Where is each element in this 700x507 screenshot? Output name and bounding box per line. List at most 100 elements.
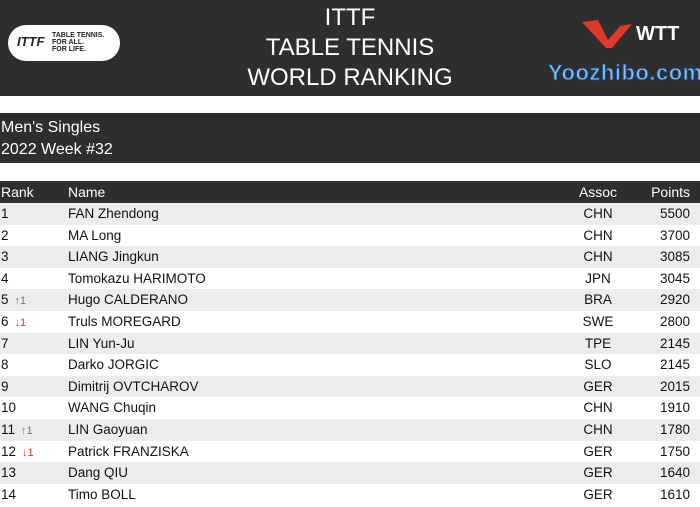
rank-change: ↑1 — [14, 295, 27, 308]
rank-cell: 10 — [1, 397, 22, 421]
wtt-wing-icon — [582, 20, 632, 48]
rank-value: 1 — [1, 206, 9, 221]
rank-value: 3 — [1, 249, 9, 265]
rank-value: 13 — [1, 465, 17, 481]
points-cell: 3045 — [659, 270, 690, 286]
rank-value: 8 — [1, 357, 9, 373]
assoc-cell: CHN — [583, 422, 613, 437]
category-label: Men's Singles — [1, 119, 101, 136]
table-row: 11 ↑1 LIN Gaoyuan CHN 1780 — [0, 419, 700, 441]
player-name: Truls MOREGARD — [68, 314, 181, 329]
wtt-logo-text: WTT — [636, 22, 680, 45]
wtt-logo: WTT — [582, 20, 679, 48]
table-header: Rank Name Assoc Points — [0, 181, 700, 203]
player-name: LIN Gaoyuan — [68, 422, 148, 437]
rank-cell: 13 — [1, 462, 22, 486]
rank-value: 5 — [1, 292, 9, 308]
rank-value: 4 — [1, 270, 9, 286]
table-row: 2 MA Long CHN 3700 — [0, 225, 700, 247]
ranking-subtitle: Men's Singles 2022 Week #32 — [0, 113, 700, 163]
rank-cell: 8 — [1, 354, 15, 378]
points-cell: 1780 — [659, 422, 690, 437]
points-cell: 1750 — [659, 443, 690, 459]
rank-cell: 6 ↓1 — [1, 311, 26, 335]
assoc-cell: GER — [583, 378, 613, 394]
column-name: Name — [68, 184, 106, 200]
points-cell: 1610 — [659, 486, 690, 502]
title-line: TABLE TENNIS — [265, 34, 435, 61]
week-label: 2022 Week #32 — [1, 141, 113, 158]
watermark: Yoozhibo.com — [548, 60, 700, 86]
ittf-logo-text: FOR LIFE. — [52, 46, 86, 53]
assoc-cell: CHN — [583, 249, 613, 265]
table-row: 8 Darko JORGIC SLO 2145 — [0, 354, 700, 376]
table-row: 14 Timo BOLL GER 1610 — [0, 484, 700, 506]
column-rank: Rank — [1, 184, 34, 200]
assoc-cell: CHN — [583, 227, 613, 243]
points-cell: 2920 — [659, 292, 690, 308]
assoc-cell: GER — [583, 486, 613, 502]
points-cell: 2015 — [659, 378, 690, 394]
column-assoc: Assoc — [578, 184, 618, 200]
rank-change: ↓1 — [14, 317, 27, 329]
player-name: Hugo CALDERANO — [68, 292, 189, 308]
ittf-logo-text: TABLE TENNIS. — [52, 32, 105, 39]
rank-value: 7 — [1, 335, 9, 351]
rank-cell: 2 — [1, 225, 15, 249]
rank-value: 12 — [1, 443, 17, 459]
player-name: FAN Zhendong — [68, 206, 159, 221]
table-row: 10 WANG Chuqin CHN 1910 — [0, 397, 700, 419]
rank-cell: 12 ↓1 — [1, 441, 34, 465]
rank-cell: 1 — [1, 203, 15, 227]
points-cell: 1910 — [659, 400, 690, 416]
table-row: 1 FAN Zhendong CHN 5500 — [0, 203, 700, 225]
assoc-cell: SLO — [584, 357, 612, 373]
assoc-cell: CHN — [583, 400, 613, 416]
rank-value: 9 — [1, 378, 9, 394]
rank-cell: 5 ↑1 — [1, 289, 26, 313]
assoc-cell: CHN — [583, 206, 613, 221]
table-row: 9 Dimitrij OVTCHAROV GER 2015 — [0, 375, 700, 400]
rank-cell: 9 — [1, 376, 15, 400]
table-row: 5 ↑1 Hugo CALDERANO BRA 2920 — [0, 289, 700, 311]
table-row: 3 LIANG Jingkun CHN 3085 — [0, 246, 700, 268]
table-row: 13 Dang QIU GER 1640 — [0, 462, 700, 484]
player-name: LIN Yun-Ju — [68, 335, 135, 351]
rank-value: 11 — [1, 422, 16, 437]
ittf-logo: ITTF TABLE TENNIS. FOR ALL. FOR LIFE. — [8, 25, 120, 61]
title-line: WORLD RANKING — [247, 64, 453, 91]
rank-cell: 11 ↑1 — [1, 419, 33, 443]
points-cell: 2145 — [659, 357, 690, 373]
rank-value: 10 — [1, 400, 17, 416]
points-cell: 3700 — [659, 227, 690, 243]
player-name: Patrick FRANZISKA — [68, 443, 189, 459]
player-name: LIANG Jingkun — [68, 249, 159, 265]
rank-cell: 4 — [1, 268, 15, 292]
table-row: 7 LIN Yun-Ju TPE 2145 — [0, 332, 700, 357]
rank-cell: 7 — [1, 333, 15, 357]
column-points: Points — [651, 184, 690, 200]
player-name: Timo BOLL — [68, 486, 136, 502]
rank-change: ↑1 — [21, 425, 33, 437]
assoc-cell: GER — [583, 443, 613, 459]
player-name: Tomokazu HARIMOTO — [68, 270, 206, 286]
header-banner: ITTF TABLE TENNIS. FOR ALL. FOR LIFE. IT… — [0, 0, 700, 96]
ittf-logo-text: FOR ALL. — [52, 39, 85, 46]
assoc-cell: SWE — [582, 314, 614, 329]
player-name: MA Long — [68, 227, 122, 243]
title-line: ITTF — [324, 4, 376, 31]
player-name: WANG Chuqin — [68, 400, 157, 416]
player-name: Dimitrij OVTCHAROV — [68, 378, 199, 394]
assoc-cell: BRA — [584, 292, 612, 308]
assoc-cell: GER — [583, 465, 613, 481]
rank-value: 2 — [1, 227, 9, 243]
rank-change: ↓1 — [22, 446, 34, 459]
player-name: Darko JORGIC — [68, 357, 159, 373]
player-name: Dang QIU — [68, 465, 129, 481]
table-row: 12 ↓1 Patrick FRANZISKA GER 1750 — [0, 441, 700, 463]
points-cell: 1640 — [659, 465, 690, 481]
table-row: 6 ↓1 Truls MOREGARD SWE 2800 — [0, 311, 700, 333]
assoc-cell: JPN — [585, 270, 611, 286]
points-cell: 2145 — [659, 335, 690, 351]
rank-value: 14 — [1, 486, 17, 502]
